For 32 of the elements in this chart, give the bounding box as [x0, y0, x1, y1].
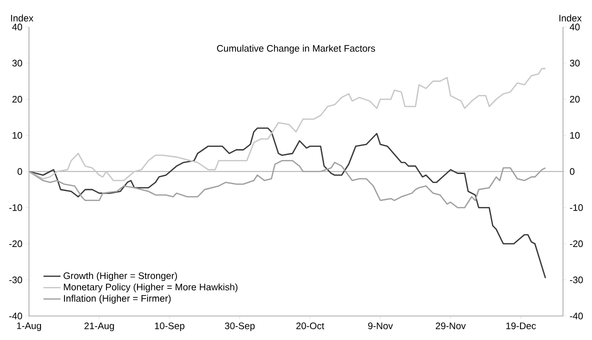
y-tick-label: -10: [9, 204, 22, 211]
y2-tick-label: 10: [570, 132, 580, 139]
y2-tick-label: -40: [570, 312, 583, 320]
y-tick-label: 10: [12, 132, 22, 139]
x-tick-label: 19-Dec: [506, 322, 536, 330]
y-axis-title: Index: [11, 14, 34, 22]
y-tick-label: 30: [12, 60, 22, 66]
legend-label: Monetary Policy (Higher = More Hawkish): [64, 283, 238, 292]
y2-tick-label: 20: [570, 96, 580, 103]
y2-axis-title: Index: [559, 14, 582, 22]
x-tick-label: 30-Sep: [224, 322, 255, 332]
legend-label: Growth (Higher = Stronger): [64, 272, 177, 281]
x-tick-label: 10-Sep: [154, 322, 184, 332]
y-tick-label: -30: [9, 276, 22, 284]
y2-tick-label: 40: [570, 24, 580, 30]
y-tick-label: 40: [12, 24, 22, 30]
y2-tick-label: -10: [570, 204, 583, 211]
y2-tick-label: -30: [570, 276, 583, 284]
legend-label: Inflation (Higher = Firmer): [64, 294, 171, 304]
y-tick-label: -20: [9, 240, 22, 248]
y-tick-label: -40: [9, 312, 22, 320]
y2-tick-label: 30: [570, 60, 580, 66]
x-tick-label: 9-Nov: [368, 322, 393, 330]
y-tick-label: 20: [12, 96, 22, 103]
x-tick-label: 29-Nov: [436, 322, 466, 330]
y2-tick-label: 0: [570, 168, 574, 175]
x-tick-label: 20-Oct: [296, 322, 324, 330]
x-tick-label: 1-Aug: [17, 322, 42, 331]
y2-tick-label: -20: [570, 240, 583, 248]
x-tick-label: 21-Aug: [84, 322, 114, 332]
y-tick-label: 0: [18, 168, 22, 175]
text: Cumulative Change in Market Factors: [217, 44, 376, 54]
